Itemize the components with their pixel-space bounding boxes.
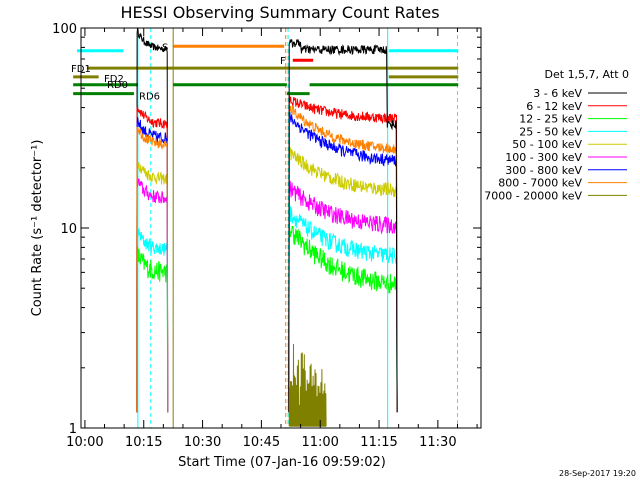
series-12-25-keV-9 bbox=[288, 219, 398, 413]
legend-label-1: 6 - 12 keV bbox=[526, 100, 582, 113]
series-3-6-keV-15 bbox=[288, 39, 398, 413]
flag-label-rd0: RD0 bbox=[107, 80, 128, 91]
x-tick-label-2: 10:30 bbox=[184, 435, 221, 450]
legend-title: Det 1,5,7, Att 0 bbox=[545, 68, 629, 81]
footer-date: 28-Sep-2017 19:20 bbox=[559, 469, 636, 478]
legend-label-7: 800 - 7000 keV bbox=[498, 177, 582, 190]
series-25-50-keV-3 bbox=[136, 228, 169, 413]
flag-label-rd6: RD6 bbox=[139, 92, 160, 103]
flag-label-fd1: FD1 bbox=[71, 64, 91, 75]
plot-frame bbox=[80, 27, 482, 429]
series-6-12-keV-1 bbox=[136, 105, 169, 413]
y-axis: 1 10 100 bbox=[52, 22, 481, 437]
flag-label-s: S bbox=[162, 42, 168, 53]
legend-label-2: 12 - 25 keV bbox=[519, 113, 582, 126]
chart-title: HESSI Observing Summary Count Rates bbox=[120, 3, 439, 22]
series-7000-20000-keV-16 bbox=[288, 343, 327, 427]
legend-label-4: 50 - 100 keV bbox=[512, 138, 582, 151]
x-tick-label-5: 11:15 bbox=[360, 435, 397, 450]
legend-label-5: 100 - 300 keV bbox=[505, 151, 582, 164]
series-800-7000-keV-7 bbox=[136, 126, 169, 413]
flag-label-fd2: FD2 bbox=[104, 74, 124, 85]
legend-label-6: 300 - 800 keV bbox=[505, 164, 582, 177]
flag-label-f: F bbox=[280, 56, 286, 67]
series-12-25-keV-2 bbox=[136, 244, 169, 413]
series-100-300-keV-5 bbox=[136, 173, 169, 413]
series-25-50-keV-10 bbox=[288, 205, 398, 413]
y-axis-label: Count Rate (s⁻¹ detector⁻¹) bbox=[30, 140, 45, 317]
series-100-300-keV-12 bbox=[288, 180, 398, 413]
y-tick-label-0: 1 bbox=[69, 422, 77, 437]
y-tick-label-1: 10 bbox=[60, 222, 77, 237]
x-tick-label-3: 10:45 bbox=[243, 435, 280, 450]
legend-label-8: 7000 - 20000 keV bbox=[484, 189, 582, 202]
x-tick-label-0: 10:00 bbox=[66, 435, 103, 450]
x-tick-label-1: 10:15 bbox=[125, 435, 162, 450]
y-tick-label-2: 100 bbox=[52, 22, 77, 37]
x-axis: 10:00 10:15 10:30 10:45 11:00 11:15 11:30 bbox=[66, 28, 478, 450]
x-tick-label-6: 11:30 bbox=[419, 435, 456, 450]
x-axis-label: Start Time (07-Jan-16 09:59:02) bbox=[178, 455, 386, 470]
series-50-100-keV-11 bbox=[288, 147, 398, 413]
series-300-800-keV-13 bbox=[288, 111, 398, 413]
series-300-800-keV-6 bbox=[136, 117, 169, 413]
plot-area bbox=[73, 28, 459, 428]
legend-label-3: 25 - 50 keV bbox=[519, 125, 582, 138]
legend-label-0: 3 - 6 keV bbox=[533, 87, 582, 100]
series-6-12-keV-8 bbox=[288, 94, 398, 413]
series-800-7000-keV-14 bbox=[288, 105, 398, 413]
x-tick-label-4: 11:00 bbox=[301, 435, 338, 450]
series-50-100-keV-4 bbox=[136, 158, 169, 413]
series-3-6-keV-0 bbox=[136, 28, 169, 413]
